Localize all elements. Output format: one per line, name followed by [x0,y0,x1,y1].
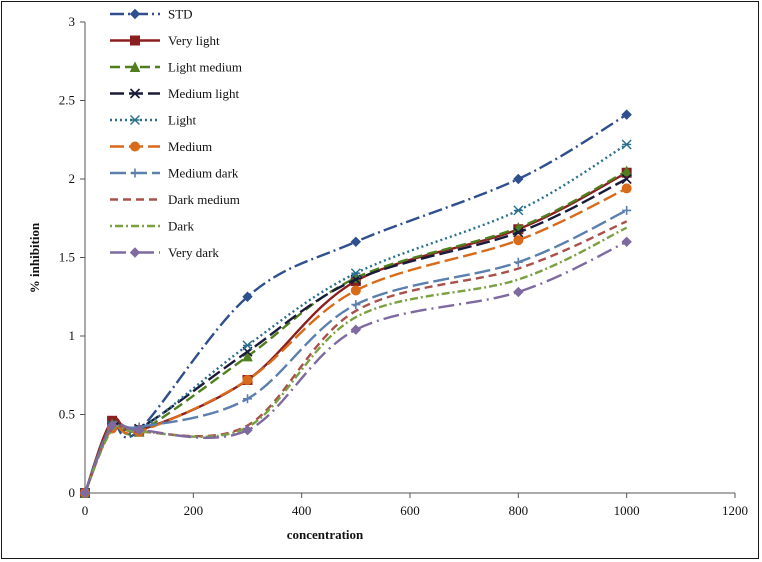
y-tick-label: 2 [69,171,76,186]
data-point-medium [350,285,361,296]
data-point-std [350,236,362,248]
legend-label-std: STD [168,7,193,22]
series-very-dark [79,236,632,499]
data-point-medium-dark [351,300,361,310]
data-point-medium [242,374,253,385]
data-point-medium-light [621,173,632,185]
legend-entry-medium-dark: Medium dark [110,166,239,181]
series-layer [79,109,632,499]
legend-entry-very-dark: Very dark [110,245,219,260]
legend-marker-std [129,8,141,20]
legend-label-dark-medium: Dark medium [168,192,240,207]
x-tick-label: 800 [509,503,529,518]
data-point-very-dark [242,424,253,436]
series-line-light [83,143,628,494]
x-tick-label: 600 [400,503,420,518]
y-tick-label: 1.5 [59,250,75,265]
x-tick-label: 1200 [722,503,748,518]
series-medium [80,183,632,498]
data-point-light [350,268,361,279]
y-tick-label: 3 [69,14,76,29]
series-line-very-dark [83,240,628,494]
series-line-dark-medium [83,220,628,494]
series-line-medium-light [83,177,628,494]
data-point-very-dark [106,420,118,431]
series-dark [83,226,628,494]
legend-entry-medium-light: Medium light [110,86,240,101]
legend-entry-std: STD [110,7,193,22]
legend-entry-dark-medium: Dark medium [110,192,240,207]
series-line-medium [83,187,628,494]
series-line-medium-dark [83,209,628,494]
legend-marker-very-dark [129,247,141,258]
data-point-light [242,340,253,351]
data-point-very-dark [79,487,91,499]
legend-label-dark: Dark [168,219,194,234]
legend-marker-medium [130,141,140,152]
x-axis-label: concentration [287,527,364,542]
legend-entry-medium: Medium [110,139,212,154]
data-point-very-dark [133,424,145,436]
legend-entry-light-medium: Light medium [110,60,242,75]
data-point-medium [513,235,524,246]
series-medium-light [79,173,632,499]
series-medium-dark [80,205,632,498]
y-tick-label: 2.5 [59,93,75,108]
series-dark-medium [83,220,628,494]
y-tick-label: 0.5 [59,407,75,422]
y-tick-label: 1 [69,328,76,343]
x-tick-label: 200 [184,503,204,518]
legend-entry-dark: Dark [110,219,194,234]
legend-label-medium: Medium [168,139,212,154]
x-tick-label: 1000 [614,503,640,518]
legend-label-very-dark: Very dark [168,245,219,260]
data-point-std [621,109,632,120]
y-tick-label: 0 [69,485,76,500]
y-axis-label: % inhibition [27,222,42,293]
legend-label-light-medium: Light medium [168,60,242,75]
data-point-medium-light [513,227,524,238]
data-point-light [621,139,632,150]
data-point-very-dark [621,236,632,248]
data-point-medium-dark [622,205,632,215]
x-tick-label: 400 [292,503,312,518]
data-point-medium-dark [243,394,252,404]
legend-entry-very-light: Very light [110,33,220,48]
data-point-light [513,205,524,216]
series-line-dark [83,226,628,494]
data-point-very-dark [513,286,524,298]
data-point-std [513,173,524,185]
legend-label-light: Light [168,113,197,128]
legend-marker-light [130,115,140,125]
legend-label-very-light: Very light [168,33,220,48]
legend-marker-very-light [130,35,140,46]
legend-marker-light-medium [129,61,141,72]
data-point-std [242,291,253,302]
legend-marker-medium-light [129,88,141,99]
x-tick-label: 0 [82,503,89,518]
series-light [80,139,632,498]
axes: 0 0.5 1 1.5 2 2.5 3 0 200 400 600 800 1000 1200 [59,14,748,518]
data-point-light-medium [242,350,253,362]
legend-label-medium-dark: Medium dark [168,166,239,181]
data-point-medium-dark [513,257,523,267]
data-point-very-dark [350,324,362,335]
legend-entry-light: Light [110,113,197,128]
data-point-light-medium [621,165,632,177]
data-point-medium [621,183,632,194]
legend-label-medium-light: Medium light [168,86,240,101]
legend-marker-medium-dark [130,168,140,178]
legend: STD Very light Light medium Medium light Lig… [110,7,242,260]
